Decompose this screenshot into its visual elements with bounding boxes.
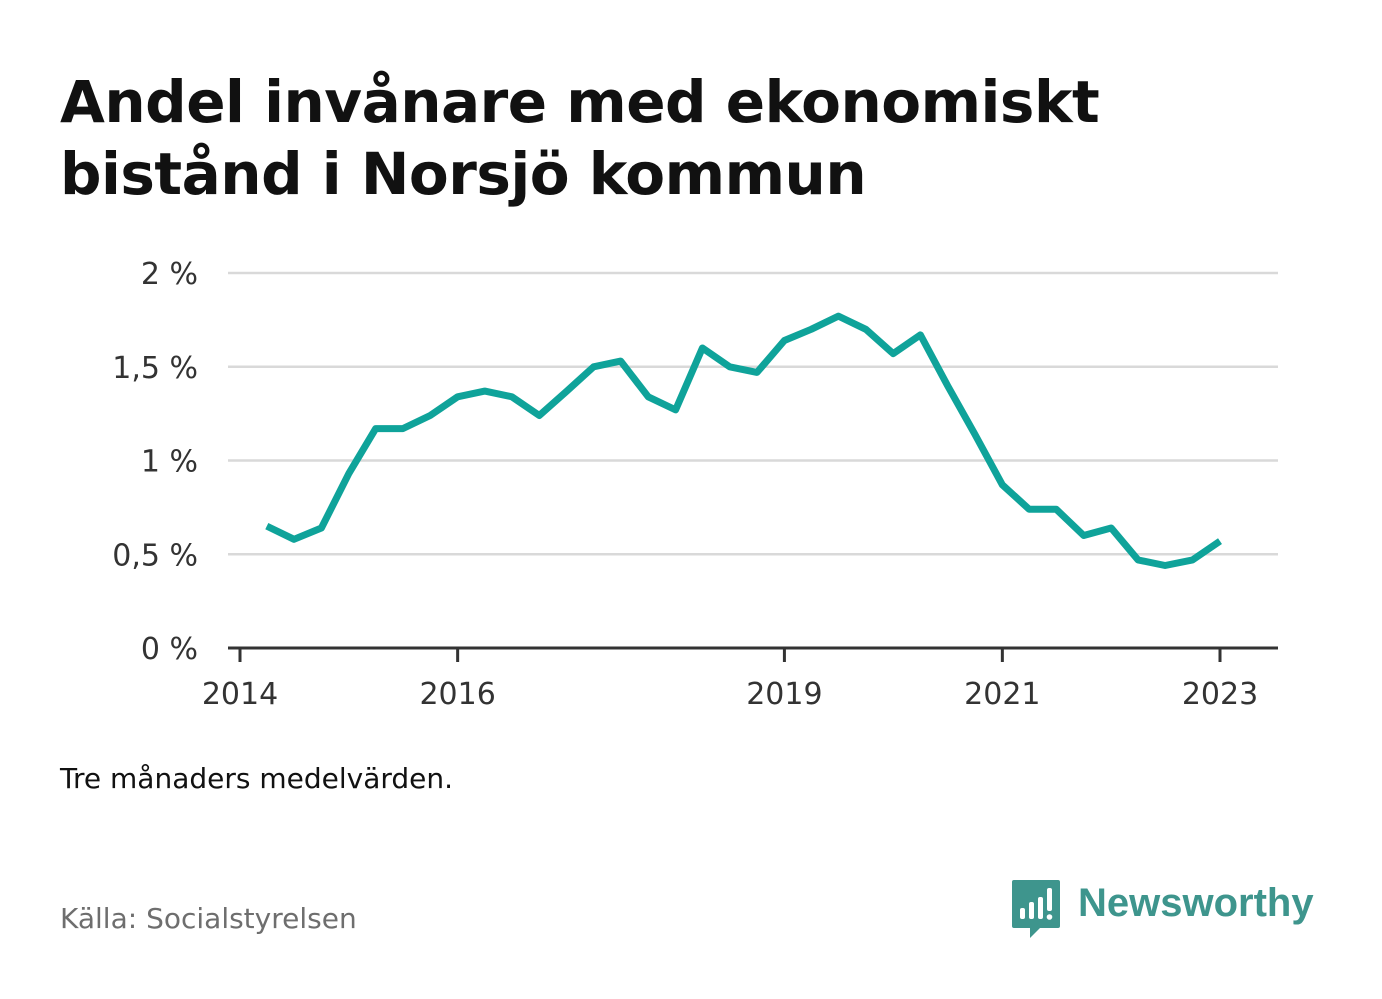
y-tick-label: 0,5 %	[112, 538, 198, 573]
y-tick-label: 2 %	[141, 257, 198, 292]
series-layer	[265, 312, 1222, 569]
bar-chart-speech-bubble-icon	[1012, 880, 1060, 938]
chart-note: Tre månaders medelvärden.	[60, 762, 454, 795]
y-tick-label: 0 %	[141, 632, 198, 667]
x-tick-label: 2016	[419, 677, 495, 712]
y-tick-label: 1 %	[141, 445, 198, 480]
x-axis-ticks	[238, 648, 1222, 662]
y-axis-labels: 0 % 0,5 % 1 % 1,5 % 2 %	[112, 257, 198, 667]
gridlines	[228, 271, 1278, 556]
series-line	[265, 312, 1222, 569]
x-tick-label: 2014	[202, 677, 278, 712]
x-tick-label: 2019	[746, 677, 822, 712]
source-label: Källa: Socialstyrelsen	[60, 902, 357, 935]
x-tick-label: 2021	[964, 677, 1040, 712]
x-axis-labels: 2014 2016 2019 2021 2023	[202, 677, 1258, 712]
x-tick-label: 2023	[1182, 677, 1258, 712]
brand-logo: Newsworthy	[1010, 878, 1314, 940]
y-tick-label: 1,5 %	[112, 351, 198, 386]
chart-title: Andel invånare med ekonomiskt bistånd i …	[60, 68, 1100, 208]
brand-name: Newsworthy	[1078, 881, 1314, 925]
